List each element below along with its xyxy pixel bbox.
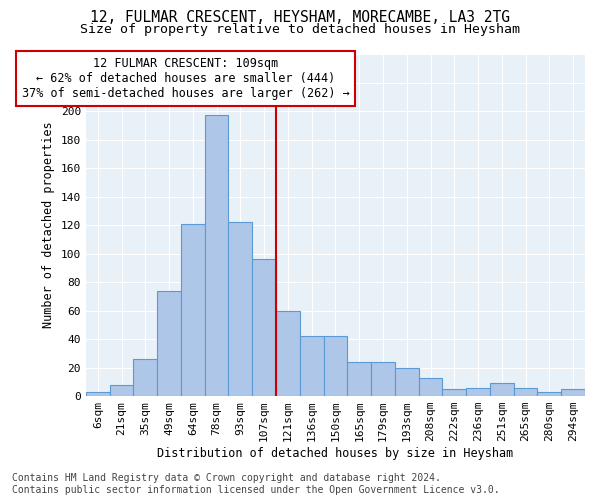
Bar <box>490 384 514 396</box>
Bar <box>442 389 466 396</box>
Bar <box>538 392 561 396</box>
Y-axis label: Number of detached properties: Number of detached properties <box>42 122 55 328</box>
Bar <box>300 336 323 396</box>
Text: Size of property relative to detached houses in Heysham: Size of property relative to detached ho… <box>80 22 520 36</box>
Bar <box>133 359 157 396</box>
Text: 12 FULMAR CRESCENT: 109sqm
← 62% of detached houses are smaller (444)
37% of sem: 12 FULMAR CRESCENT: 109sqm ← 62% of deta… <box>22 57 350 100</box>
Bar <box>157 290 181 396</box>
Bar <box>229 222 252 396</box>
Bar <box>561 389 585 396</box>
Bar <box>110 384 133 396</box>
Text: Contains HM Land Registry data © Crown copyright and database right 2024.
Contai: Contains HM Land Registry data © Crown c… <box>12 474 500 495</box>
Bar <box>323 336 347 396</box>
Bar <box>419 378 442 396</box>
Bar <box>395 368 419 396</box>
Bar <box>181 224 205 396</box>
Bar <box>514 388 538 396</box>
Bar <box>347 362 371 396</box>
X-axis label: Distribution of detached houses by size in Heysham: Distribution of detached houses by size … <box>157 447 514 460</box>
Bar <box>466 388 490 396</box>
Bar <box>86 392 110 396</box>
Bar <box>276 310 300 396</box>
Bar <box>205 116 229 396</box>
Bar <box>252 259 276 396</box>
Bar <box>371 362 395 396</box>
Text: 12, FULMAR CRESCENT, HEYSHAM, MORECAMBE, LA3 2TG: 12, FULMAR CRESCENT, HEYSHAM, MORECAMBE,… <box>90 10 510 25</box>
